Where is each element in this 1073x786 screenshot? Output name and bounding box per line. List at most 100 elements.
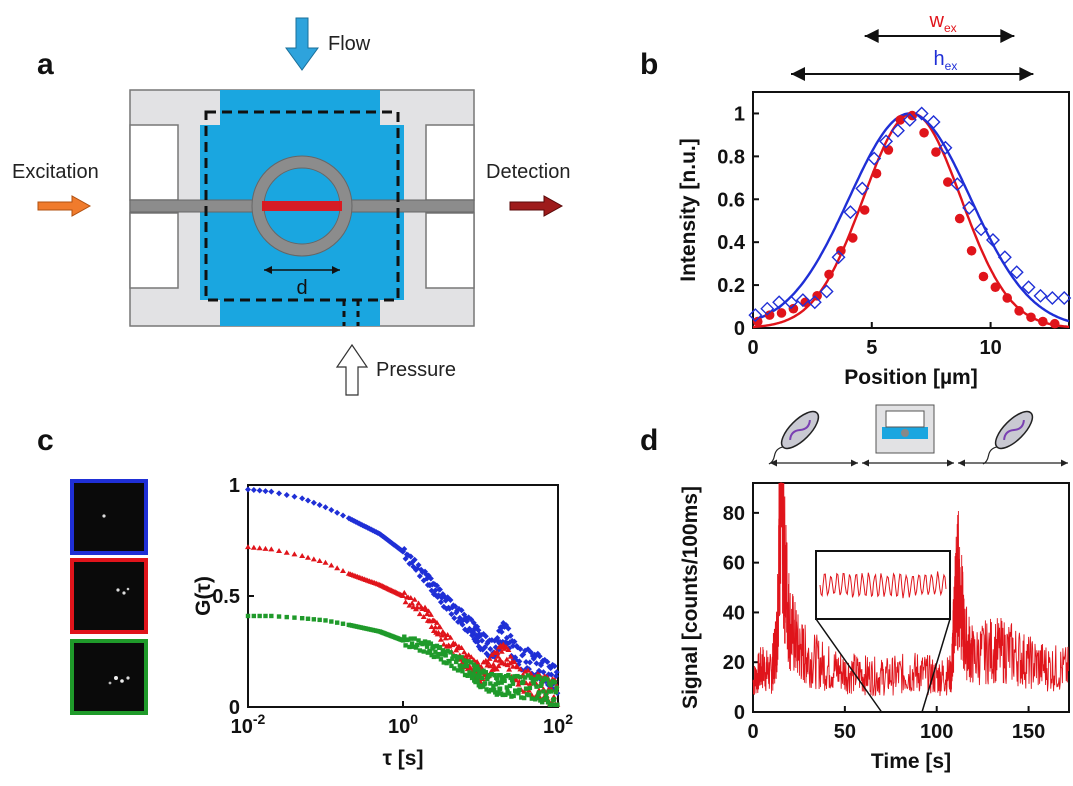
corr-point [471,662,477,667]
corr-point [503,692,508,698]
corr-point [506,672,511,678]
corr-point [276,614,282,619]
corr-point [529,696,535,701]
chart-b-intensity-profile: 0 5 10 0 0.2 0.4 0.6 0.8 1 Position [µm] Intensity… [677,10,1072,389]
corr-point [292,615,297,620]
corr-point [533,677,539,682]
flow-arrow-icon [285,17,319,71]
corr-point [517,666,524,672]
corr-point [468,616,475,623]
corr-point [408,636,413,641]
data-point-red [1002,293,1013,303]
corr-point [486,655,493,661]
corr-point [452,603,459,610]
corr-point [415,642,420,648]
panel-label-d: d [640,424,659,457]
corr-point [479,637,486,644]
corr-point [268,546,275,552]
corr-point [534,684,539,689]
corr-point [548,671,555,678]
h-ex-arrow-head-left [791,67,806,81]
data-point-blue [1021,280,1036,295]
data-point-blue [748,308,763,323]
panel-label-a: a [37,48,54,81]
corr-point [516,690,521,696]
detection-label: Detection [486,161,571,183]
corr-point [263,613,268,619]
corr-point [518,674,523,680]
corr-point [503,673,509,679]
x-tick-label: 0 [747,721,758,743]
corr-point [410,604,417,610]
corr-point [471,671,476,677]
corr-point [426,640,431,645]
corr-point [459,621,466,628]
data-point-blue [938,140,953,155]
corr-point [250,544,257,550]
corr-point [424,641,429,646]
corr-point [507,683,513,689]
w-ex-label: wex [929,10,957,35]
data-point-blue [974,222,989,237]
corr-point [522,675,528,680]
corr-point [553,689,559,695]
corr-point [450,656,455,661]
corr-point [447,634,454,640]
corr-point [407,644,412,650]
chart-c-autocorrelation: 10-2 100 102 0 0.5 1 τ [s] G(τ) [192,475,573,770]
data-point-blue [807,295,822,310]
corr-point [409,641,415,646]
corr-point [452,666,457,671]
y-axis-label: Signal [counts/100ms] [679,486,702,709]
corr-point [419,605,426,611]
corr-point [512,677,519,683]
data-point-red [966,245,977,256]
corr-point [454,657,460,662]
corr-point [245,613,251,619]
corr-point [524,667,531,673]
corr-point [505,646,512,652]
data-point-blue [997,250,1012,265]
corr-point [322,559,329,565]
corr-point [436,624,443,630]
corr-point [420,613,427,619]
corr-point [476,667,481,672]
corr-point [262,488,269,495]
corr-point [482,681,488,686]
corr-point [436,586,443,593]
data-point-red [836,245,846,256]
corr-point [432,644,437,649]
h-ex-label: hex [934,48,958,73]
data-point-blue [879,134,894,149]
corr-point [446,643,453,649]
data-point-blue [1033,288,1048,303]
x-tick-label: 100 [920,721,953,743]
right-notch-top [425,124,475,201]
corr-point [481,668,486,673]
corr-point [400,638,406,643]
corr-point [299,553,306,559]
flow-label: Flow [328,33,371,55]
corr-point [531,681,536,686]
corr-point [509,694,514,699]
corr-point [438,657,444,662]
corr-point [526,680,533,686]
corr-point [262,545,269,551]
y-tick-label: 0 [734,318,745,340]
corr-point [437,599,444,606]
corr-point [511,693,516,699]
corr-point [517,687,522,692]
x-tick-label: 50 [834,721,856,743]
corr-point [400,593,406,598]
corr-point [515,681,522,687]
corr-point [539,681,544,686]
corr-point [466,659,471,664]
data-point-red [990,282,1001,293]
corr-point [503,643,510,649]
plot-frame [752,91,1070,329]
corr-point [519,695,524,700]
data-point-red [895,115,906,125]
h-ex-arrow-head-right [1019,67,1034,81]
x-tick-label: 10 [979,337,1001,359]
